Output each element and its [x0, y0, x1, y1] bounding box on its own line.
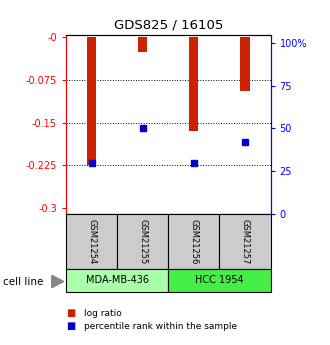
Text: log ratio: log ratio: [84, 309, 122, 318]
Text: percentile rank within the sample: percentile rank within the sample: [84, 322, 237, 331]
Text: GSM21255: GSM21255: [138, 219, 147, 264]
Bar: [219, 214, 271, 269]
Title: GDS825 / 16105: GDS825 / 16105: [114, 19, 223, 32]
Text: GSM21256: GSM21256: [189, 219, 198, 264]
Text: GSM21254: GSM21254: [87, 219, 96, 264]
Bar: [87, 37, 96, 166]
Text: MDA-MB-436: MDA-MB-436: [86, 275, 148, 285]
Text: HCC 1954: HCC 1954: [195, 275, 244, 285]
Bar: [66, 214, 117, 269]
Bar: [66, 269, 168, 292]
Text: ■: ■: [66, 308, 75, 318]
Polygon shape: [51, 275, 64, 288]
Text: GSM21257: GSM21257: [241, 219, 249, 264]
Bar: [117, 214, 168, 269]
Bar: [168, 269, 271, 292]
Bar: [189, 37, 198, 131]
Bar: [168, 214, 219, 269]
Text: ■: ■: [66, 321, 75, 331]
Text: cell line: cell line: [3, 277, 44, 287]
Bar: [241, 37, 249, 91]
Bar: [138, 37, 147, 52]
